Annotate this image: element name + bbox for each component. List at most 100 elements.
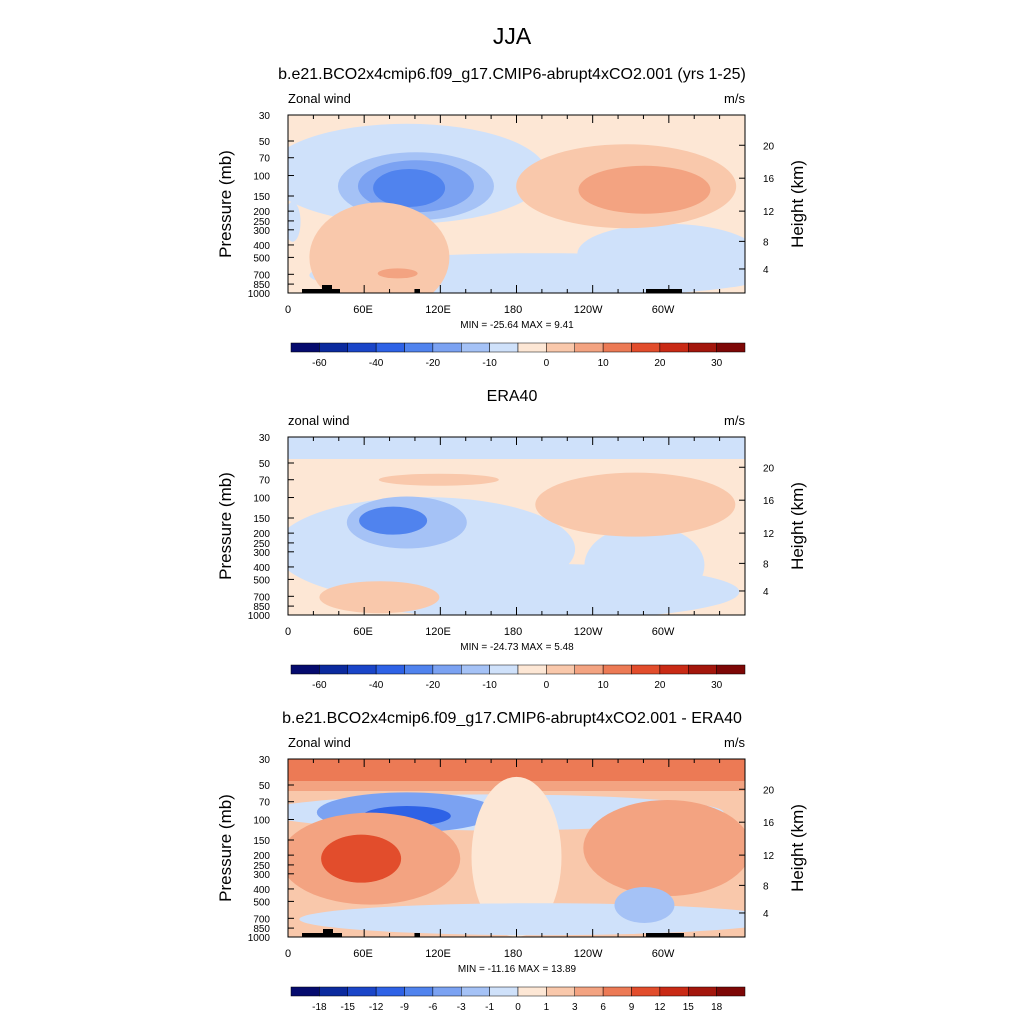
pressure-tick-label: 100 — [253, 816, 270, 827]
colorbar-swatch — [631, 342, 661, 353]
panel-3: b.e21.BCO2x4cmip6.f09_g17.CMIP6-abrupt4x… — [216, 710, 807, 1013]
pressure-tick-label: 1000 — [248, 289, 271, 300]
colorbar-swatch — [290, 342, 320, 353]
y-axis-right-label: Height (km) — [788, 160, 807, 248]
orography — [302, 933, 342, 937]
pressure-tick-label: 300 — [253, 870, 270, 881]
lon-tick-label: 0 — [285, 626, 291, 638]
pressure-tick-label: 150 — [253, 514, 270, 525]
pressure-tick-label: 850 — [253, 602, 270, 613]
pressure-tick-label: 1000 — [248, 611, 271, 622]
lon-tick-label: 120W — [574, 626, 603, 638]
colorbar-swatch — [375, 342, 405, 353]
pressure-tick-label: 200 — [253, 851, 270, 862]
colorbar-swatch — [546, 664, 575, 675]
contour-region-negative — [584, 525, 705, 606]
lon-tick-label: 120E — [425, 304, 451, 316]
pressure-tick-label: 50 — [259, 137, 271, 148]
colorbar-label: 1 — [544, 1002, 550, 1013]
pressure-tick-label: 200 — [253, 207, 270, 218]
height-tick-label: 20 — [763, 463, 775, 474]
orography — [323, 929, 333, 937]
height-tick-label: 8 — [763, 881, 769, 892]
colorbar-label: -10 — [482, 358, 497, 369]
colorbar-swatch — [347, 664, 377, 675]
contour-region-positive — [377, 268, 418, 279]
colorbar-label: 15 — [683, 1002, 695, 1013]
contour-region-negative — [614, 886, 675, 923]
contour-field — [288, 115, 745, 293]
colorbar-label: -20 — [426, 358, 441, 369]
colorbar-swatch — [631, 986, 661, 997]
colorbar-swatch — [574, 986, 604, 997]
height-tick-label: 20 — [763, 785, 775, 796]
contour-region-negative — [373, 168, 446, 207]
figure-title: JJA — [493, 23, 532, 49]
y-axis-right-label: Height (km) — [788, 482, 807, 570]
pressure-tick-label: 30 — [259, 111, 271, 122]
pressure-tick-label: 250 — [253, 861, 270, 872]
pressure-tick-label: 700 — [253, 914, 270, 925]
colorbar-swatch — [319, 986, 348, 997]
height-tick-label: 12 — [763, 851, 775, 862]
colorbar-swatch — [688, 342, 717, 353]
colorbar-swatch — [659, 664, 689, 675]
height-tick-label: 12 — [763, 529, 775, 540]
panel-title: b.e21.BCO2x4cmip6.f09_g17.CMIP6-abrupt4x… — [282, 710, 742, 727]
colorbar-label: -15 — [341, 1002, 356, 1013]
height-tick-label: 4 — [763, 265, 769, 276]
field-label: zonal wind — [288, 413, 349, 428]
colorbar-swatch — [375, 664, 405, 675]
lon-tick-label: 120W — [574, 948, 603, 960]
colorbar-label: 0 — [544, 680, 550, 691]
height-tick-label: 8 — [763, 559, 769, 570]
pressure-tick-label: 30 — [259, 433, 271, 444]
orography — [646, 933, 684, 937]
colorbar-swatch — [489, 342, 519, 353]
colorbar-label: 3 — [572, 1002, 578, 1013]
colorbar-label: 20 — [654, 680, 666, 691]
pressure-tick-label: 850 — [253, 280, 270, 291]
colorbar-label: -60 — [312, 358, 327, 369]
colorbar-swatch — [602, 664, 632, 675]
colorbar-swatch — [489, 664, 519, 675]
contour-field — [288, 759, 745, 937]
colorbar-label: 0 — [515, 1002, 521, 1013]
contour-region-positive — [321, 834, 402, 883]
colorbar-swatch — [461, 664, 490, 675]
pressure-tick-label: 300 — [253, 226, 270, 237]
pressure-tick-label: 70 — [259, 798, 271, 809]
colorbar-swatch — [716, 342, 746, 353]
colorbar-label: 10 — [598, 358, 610, 369]
colorbar-swatch — [659, 986, 689, 997]
pressure-tick-label: 400 — [253, 563, 270, 574]
colorbar-label: 30 — [711, 358, 723, 369]
orography — [415, 289, 420, 293]
colorbar-label: 20 — [654, 358, 666, 369]
colorbar-swatch — [404, 664, 434, 675]
colorbar-label: -6 — [428, 1002, 437, 1013]
colorbar-swatch — [716, 664, 746, 675]
colorbar-label: 6 — [600, 1002, 606, 1013]
colorbar-label: -18 — [312, 1002, 327, 1013]
contour-region-positive — [535, 472, 736, 537]
colorbar-label: 10 — [598, 680, 610, 691]
colorbar-swatch — [517, 986, 547, 997]
lon-tick-label: 180 — [504, 626, 522, 638]
lon-tick-label: 60W — [652, 304, 675, 316]
pressure-tick-label: 70 — [259, 476, 271, 487]
lon-tick-label: 180 — [504, 948, 522, 960]
panel-title: b.e21.BCO2x4cmip6.f09_g17.CMIP6-abrupt4x… — [278, 66, 746, 83]
colorbar-swatch — [546, 986, 575, 997]
y-axis-label: Pressure (mb) — [216, 472, 235, 580]
colorbar-swatch — [631, 664, 661, 675]
field-label: Zonal wind — [288, 735, 351, 750]
colorbar-swatch — [461, 986, 490, 997]
pressure-tick-label: 700 — [253, 270, 270, 281]
pressure-tick-label: 500 — [253, 253, 270, 264]
contour-region-negative — [288, 437, 745, 459]
height-tick-label: 12 — [763, 207, 775, 218]
contour-region-positive — [319, 581, 440, 614]
pressure-tick-label: 100 — [253, 172, 270, 183]
